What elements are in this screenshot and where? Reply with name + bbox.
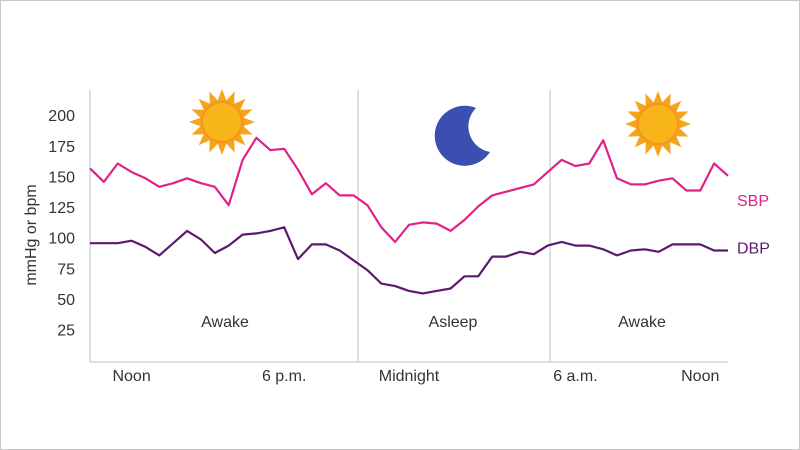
series-label: SBP: [737, 193, 769, 210]
series-label: DBP: [737, 241, 770, 258]
x-tick-label: 6 p.m.: [262, 368, 306, 385]
x-tick-label: Noon: [112, 368, 150, 385]
series-line: [90, 226, 728, 295]
sun-core: [201, 101, 243, 143]
y-tick-label: 200: [48, 108, 75, 125]
y-tick-label: 75: [57, 261, 75, 278]
sun-core: [637, 103, 679, 145]
period-label: Awake: [201, 314, 249, 331]
period-label: Asleep: [429, 314, 478, 331]
x-tick-label: Noon: [681, 368, 719, 385]
series-line: [89, 136, 729, 243]
y-axis-label: mmHg or bpm: [23, 184, 40, 285]
y-tick-label: 50: [57, 292, 75, 309]
y-tick-label: 25: [57, 323, 75, 340]
y-tick-label: 125: [48, 200, 75, 217]
x-tick-label: Midnight: [379, 368, 440, 385]
y-tick-label: 175: [48, 139, 75, 156]
y-tick-label: 100: [48, 231, 75, 248]
moon-icon: [434, 105, 490, 166]
y-tick-label: 150: [48, 169, 75, 186]
period-label: Awake: [618, 314, 666, 331]
x-tick-label: 6 a.m.: [553, 368, 597, 385]
